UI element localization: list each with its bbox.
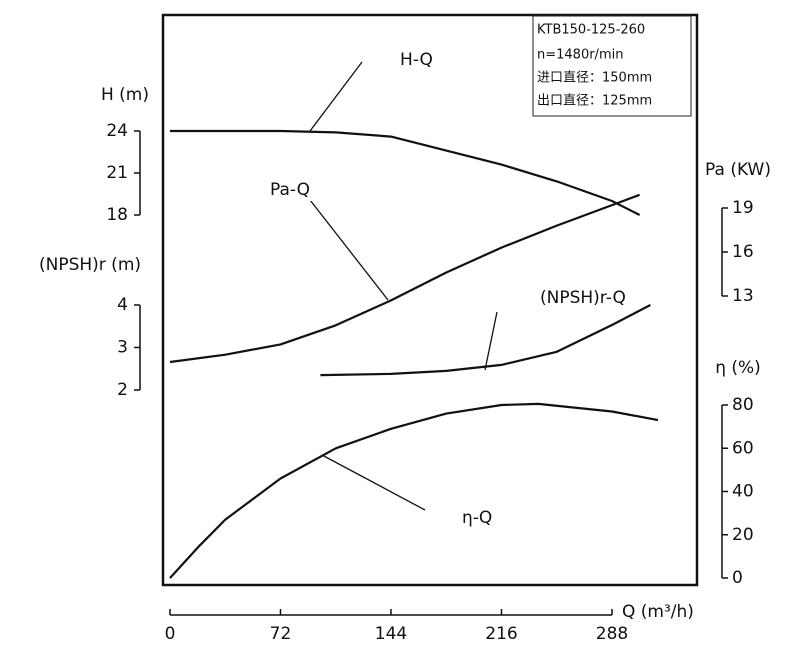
curve-label: η-Q bbox=[462, 508, 492, 528]
y-tick-label: 18 bbox=[106, 205, 128, 225]
y-tick-label: 0 bbox=[732, 568, 743, 588]
info-line: 进口直径：150mm bbox=[537, 71, 652, 86]
y-tick-label: 16 bbox=[732, 242, 754, 262]
y-tick-label: 20 bbox=[732, 525, 754, 545]
curve bbox=[169, 402, 659, 579]
y-tick-label: 80 bbox=[732, 395, 754, 415]
curve bbox=[170, 129, 641, 216]
x-tick-label: 288 bbox=[596, 624, 628, 644]
label-bg bbox=[266, 179, 315, 201]
curve-label: Pa-Q bbox=[270, 180, 310, 200]
x-axis-label: Q (m³/h) bbox=[622, 602, 694, 622]
label-bg bbox=[458, 507, 497, 529]
leader-line bbox=[309, 199, 389, 301]
y-tick-label: 13 bbox=[732, 286, 754, 306]
info-box: KTB150-125-260 n=1480r/min 进口直径：150mm 出口… bbox=[532, 15, 692, 117]
leader-line bbox=[309, 61, 363, 132]
info-line: KTB150-125-260 bbox=[537, 23, 645, 38]
grid bbox=[161, 13, 699, 587]
y-axis-label: Pa (KW) bbox=[705, 160, 771, 180]
info-line: 出口直径：125mm bbox=[537, 94, 652, 109]
leader-line bbox=[321, 454, 426, 511]
x-tick-label: 144 bbox=[375, 624, 407, 644]
x-tick-label: 216 bbox=[485, 624, 517, 644]
y-tick-label: 40 bbox=[732, 482, 754, 502]
y-tick-label: 24 bbox=[106, 121, 128, 141]
curve bbox=[169, 193, 640, 364]
y-axis-label: (NPSH)r (m) bbox=[39, 255, 141, 275]
y-tick-label: 19 bbox=[732, 198, 754, 218]
y-tick-label: 60 bbox=[732, 438, 754, 458]
y-tick-label: 4 bbox=[117, 295, 128, 315]
y-tick-label: 3 bbox=[117, 338, 128, 358]
leader-line bbox=[484, 311, 498, 371]
info-line: n=1480r/min bbox=[537, 48, 623, 63]
curve bbox=[320, 304, 651, 377]
x-tick-label: 72 bbox=[270, 624, 292, 644]
grid-frame bbox=[161, 13, 699, 587]
curve-label: H-Q bbox=[400, 50, 433, 70]
label-bg bbox=[396, 49, 437, 71]
y-axis-label: η (%) bbox=[715, 358, 761, 378]
y-axis-label: H (m) bbox=[101, 85, 149, 105]
y-tick-label: 21 bbox=[106, 163, 128, 183]
x-tick-label: 0 bbox=[165, 624, 176, 644]
curve-label: (NPSH)r-Q bbox=[540, 288, 626, 308]
info-frame bbox=[532, 15, 692, 117]
label-bg bbox=[536, 287, 630, 309]
y-tick-label: 2 bbox=[117, 380, 128, 400]
